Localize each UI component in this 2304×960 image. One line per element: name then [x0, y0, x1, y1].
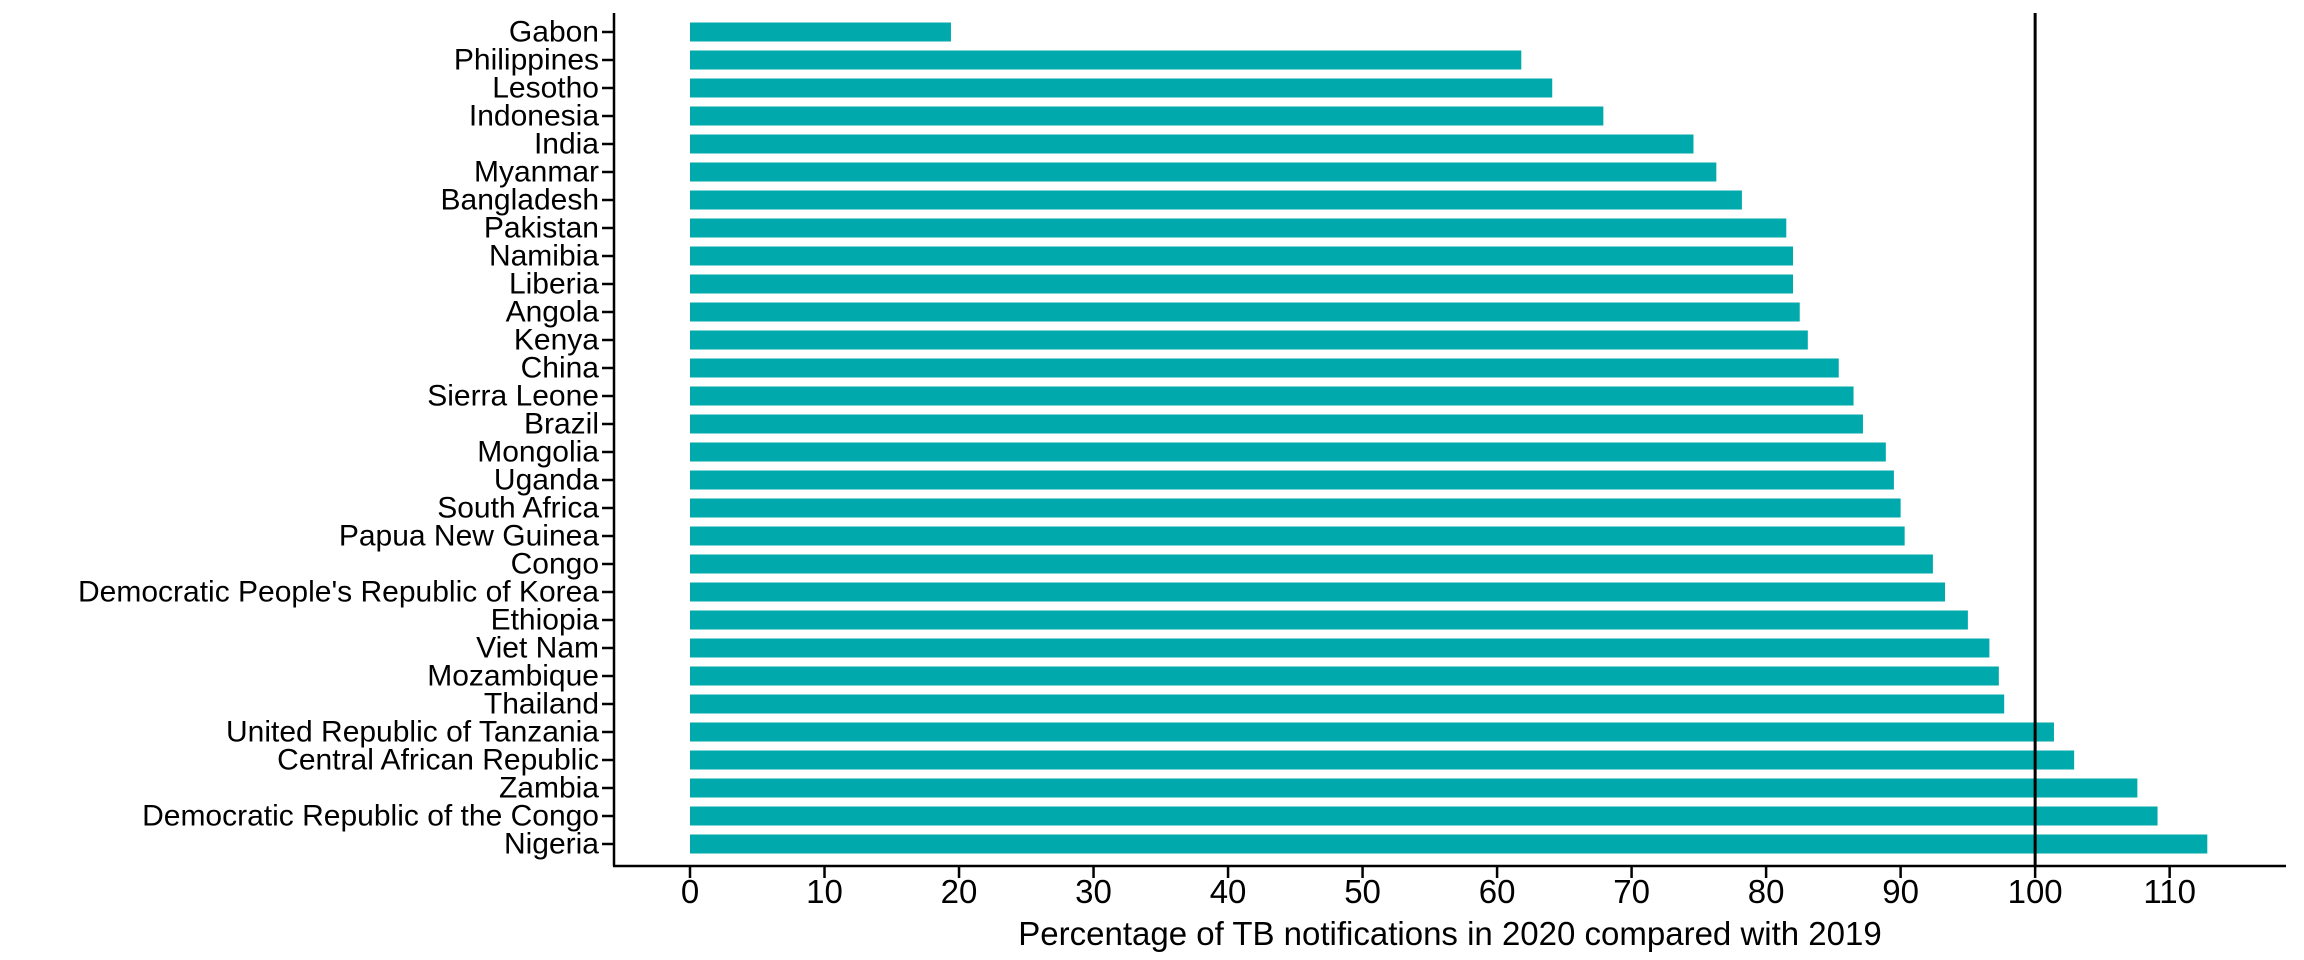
bar	[690, 498, 1901, 518]
bar	[690, 694, 2005, 714]
x-tick-label: 100	[2008, 873, 2063, 910]
bar	[690, 106, 1604, 126]
category-label: South Africa	[437, 492, 599, 525]
bar	[690, 526, 1905, 546]
bar	[690, 470, 1894, 490]
bar	[690, 834, 2208, 854]
bars-group	[690, 22, 2208, 854]
category-label: Myanmar	[474, 156, 599, 189]
bar	[690, 722, 2054, 742]
x-tick-label: 30	[1075, 873, 1112, 910]
category-label: Bangladesh	[441, 184, 599, 217]
bar	[690, 274, 1794, 294]
category-label: Democratic People's Republic of Korea	[78, 576, 599, 609]
category-label: Philippines	[454, 44, 599, 77]
bar	[690, 358, 1839, 378]
x-tick-label: 110	[2143, 873, 2196, 910]
category-label: Uganda	[494, 464, 599, 497]
category-label: Kenya	[514, 324, 599, 357]
bar	[690, 330, 1808, 350]
x-tick-label: 40	[1210, 873, 1247, 910]
category-label: Indonesia	[469, 100, 599, 133]
bar	[690, 582, 1946, 602]
bar	[690, 78, 1553, 98]
bar	[690, 610, 1968, 630]
bar	[690, 162, 1717, 182]
bar	[690, 246, 1794, 266]
bar	[690, 638, 1990, 658]
bar	[690, 50, 1522, 70]
category-label: Liberia	[509, 268, 599, 301]
category-label: China	[521, 352, 600, 385]
bar	[690, 386, 1854, 406]
bar	[690, 666, 1999, 686]
x-tick-label: 60	[1479, 873, 1516, 910]
x-tick-label: 50	[1344, 873, 1381, 910]
category-label: Namibia	[489, 240, 599, 273]
category-label: Zambia	[499, 772, 599, 805]
x-tick-label: 90	[1882, 873, 1919, 910]
bar	[690, 302, 1800, 322]
bar	[690, 134, 1694, 154]
bar	[690, 218, 1787, 238]
category-label: Angola	[506, 296, 600, 329]
category-label: Viet Nam	[476, 632, 599, 665]
category-label: Mongolia	[477, 436, 599, 469]
category-label: Lesotho	[492, 72, 599, 105]
category-label: Mozambique	[427, 660, 599, 693]
bar	[690, 190, 1742, 210]
category-label: Ethiopia	[491, 604, 600, 637]
y-axis: GabonPhilippinesLesothoIndonesiaIndiaMya…	[78, 13, 616, 866]
x-axis: 0 10 20 30 40 50 60 70 80 90 100 110	[613, 864, 2286, 910]
category-label: United Republic of Tanzania	[226, 716, 599, 749]
bar	[690, 442, 1886, 462]
category-label: Democratic Republic of the Congo	[142, 800, 599, 833]
category-label: Thailand	[484, 688, 599, 721]
bar	[690, 414, 1863, 434]
category-label: Nigeria	[504, 828, 599, 861]
category-label: Gabon	[509, 16, 599, 49]
x-tick-label: 80	[1748, 873, 1785, 910]
x-tick-label: 20	[941, 873, 978, 910]
bar	[690, 806, 2158, 826]
category-label: Papua New Guinea	[339, 520, 599, 553]
x-tick-label: 10	[806, 873, 843, 910]
category-label: Central African Republic	[277, 744, 599, 777]
bar	[690, 778, 2138, 798]
category-label: Sierra Leone	[427, 380, 599, 413]
category-label: Pakistan	[484, 212, 599, 245]
x-axis-title: Percentage of TB notifications in 2020 c…	[1018, 915, 1881, 952]
x-tick-label: 0	[681, 873, 699, 910]
category-label: Congo	[511, 548, 599, 581]
bar	[690, 750, 2075, 770]
category-label: India	[534, 128, 599, 161]
bar	[690, 22, 951, 42]
bar	[690, 554, 1933, 574]
x-tick-label: 70	[1613, 873, 1650, 910]
category-label: Brazil	[524, 408, 599, 441]
